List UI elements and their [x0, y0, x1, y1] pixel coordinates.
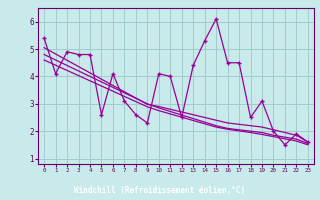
Text: Windchill (Refroidissement éolien,°C): Windchill (Refroidissement éolien,°C)	[75, 186, 245, 196]
